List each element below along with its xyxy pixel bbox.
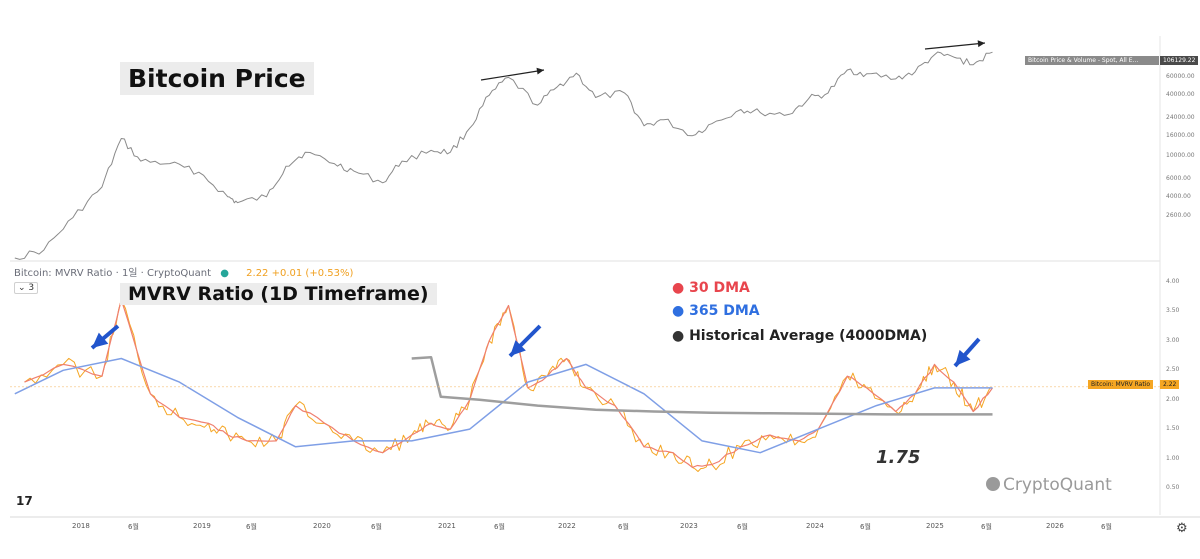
price-arrow-2-head bbox=[977, 40, 985, 48]
time-x-tick: 6월 bbox=[618, 523, 629, 531]
time-x-tick: 6월 bbox=[128, 523, 139, 531]
mvrv-arrow-2-head bbox=[510, 340, 526, 356]
cryptoquant-logo-icon bbox=[986, 477, 1000, 491]
mvrv-series-group bbox=[10, 299, 1160, 472]
dma365-line bbox=[14, 357, 993, 454]
legend-item-365dma: ● 365 DMA bbox=[672, 303, 760, 319]
time-x-tick: 6월 bbox=[981, 523, 992, 531]
mvrv-arrow-3-head bbox=[955, 349, 971, 366]
price-y-tick: 4000.00 bbox=[1166, 192, 1191, 200]
legend-item-30dma: ● 30 DMA bbox=[672, 280, 750, 296]
time-x-tick: 2024 bbox=[806, 522, 824, 530]
time-x-tick: 2022 bbox=[558, 522, 576, 530]
collapse-button[interactable]: ⌄ 3 bbox=[14, 282, 39, 294]
price-series-badge: Bitcoin Price & Volume - Spot, All E... bbox=[1025, 56, 1159, 65]
price-value-badge: 106129.22 bbox=[1160, 56, 1199, 65]
price-y-tick: 60000.00 bbox=[1166, 73, 1195, 81]
indicator-toolbar[interactable]: Bitcoin: MVRV Ratio · 1일 · CryptoQuant ●… bbox=[14, 264, 353, 279]
time-x-tick: 6월 bbox=[737, 523, 748, 531]
mvrv-y-tick: 3.50 bbox=[1166, 307, 1180, 315]
mvrv-raw-line bbox=[24, 299, 993, 472]
price-y-tick: 16000.00 bbox=[1166, 131, 1195, 139]
mvrv-arrow-1-head bbox=[92, 332, 109, 348]
time-x-tick: 6월 bbox=[1101, 523, 1112, 531]
legend-label-hist-avg: Historical Average (4000DMA) bbox=[689, 328, 928, 344]
price-arrow-2-shaft bbox=[924, 42, 986, 50]
time-x-tick: 6월 bbox=[246, 523, 257, 531]
legend-dot-hist-avg: ● bbox=[672, 328, 685, 344]
price-y-tick: 6000.00 bbox=[1166, 174, 1191, 182]
time-x-tick: 2019 bbox=[193, 522, 211, 530]
indicator-label: Bitcoin: MVRV Ratio · 1일 · CryptoQuant bbox=[14, 268, 212, 279]
tradingview-logo-icon[interactable]: 17 bbox=[16, 494, 33, 508]
brand-label: CryptoQuant bbox=[1003, 475, 1112, 495]
legend-label-30dma: 30 DMA bbox=[689, 280, 750, 296]
mvrv-y-tick: 4.00 bbox=[1166, 278, 1180, 285]
mvrv-value-badge: 2.22 bbox=[1160, 380, 1180, 389]
mvrv-y-tick: 1.00 bbox=[1166, 454, 1180, 462]
legend-dot-30dma: ● bbox=[672, 280, 685, 296]
hist-avg-line bbox=[411, 356, 993, 416]
time-x-tick: 6월 bbox=[494, 523, 505, 531]
price-y-tick: 40000.00 bbox=[1166, 91, 1195, 99]
price-arrow-1-shaft bbox=[480, 69, 545, 81]
price-y-tick: 2600.00 bbox=[1166, 211, 1191, 219]
hist-avg-annotation: 1.75 bbox=[876, 447, 921, 468]
time-x-tick: 6월 bbox=[860, 523, 871, 531]
price-series-group bbox=[14, 51, 993, 260]
annotation-arrows bbox=[90, 40, 986, 368]
mvrv-y-tick: 0.50 bbox=[1166, 484, 1180, 491]
mvrv-chart-title: MVRV Ratio (1D Timeframe) bbox=[120, 283, 437, 305]
gear-icon[interactable]: ⚙ bbox=[1176, 521, 1188, 536]
time-x-tick: 2023 bbox=[680, 522, 698, 530]
mvrv-y-tick: 1.50 bbox=[1166, 425, 1180, 433]
price-y-tick: 24000.00 bbox=[1166, 113, 1195, 121]
price-line bbox=[14, 51, 993, 260]
cryptoquant-brand: CryptoQuant bbox=[986, 475, 1112, 495]
legend-dot-365dma: ● bbox=[672, 303, 685, 319]
legend-label-365dma: 365 DMA bbox=[689, 303, 760, 319]
time-x-tick: 2021 bbox=[438, 522, 456, 530]
mvrv-y-tick: 2.50 bbox=[1166, 366, 1180, 374]
time-x-tick: 2026 bbox=[1046, 522, 1064, 530]
price-arrow-1-head bbox=[536, 67, 544, 75]
time-x-tick: 2025 bbox=[926, 522, 944, 530]
time-x-tick: 2018 bbox=[72, 522, 90, 530]
legend-item-hist-avg: ● Historical Average (4000DMA) bbox=[672, 328, 927, 344]
price-y-tick: 10000.00 bbox=[1166, 152, 1195, 160]
mvrv-y-tick: 2.00 bbox=[1166, 395, 1180, 403]
mvrv-y-tick: 3.00 bbox=[1166, 336, 1180, 344]
status-dot: ● bbox=[220, 268, 229, 279]
time-x-tick: 2020 bbox=[313, 522, 331, 530]
mvrv-series-badge: Bitcoin: MVRV Ratio bbox=[1088, 380, 1154, 389]
time-x-tick: 6월 bbox=[371, 523, 382, 531]
dma30-line bbox=[24, 299, 993, 468]
price-chart-title: Bitcoin Price bbox=[120, 62, 314, 95]
indicator-value: 2.22 +0.01 (+0.53%) bbox=[246, 268, 354, 279]
